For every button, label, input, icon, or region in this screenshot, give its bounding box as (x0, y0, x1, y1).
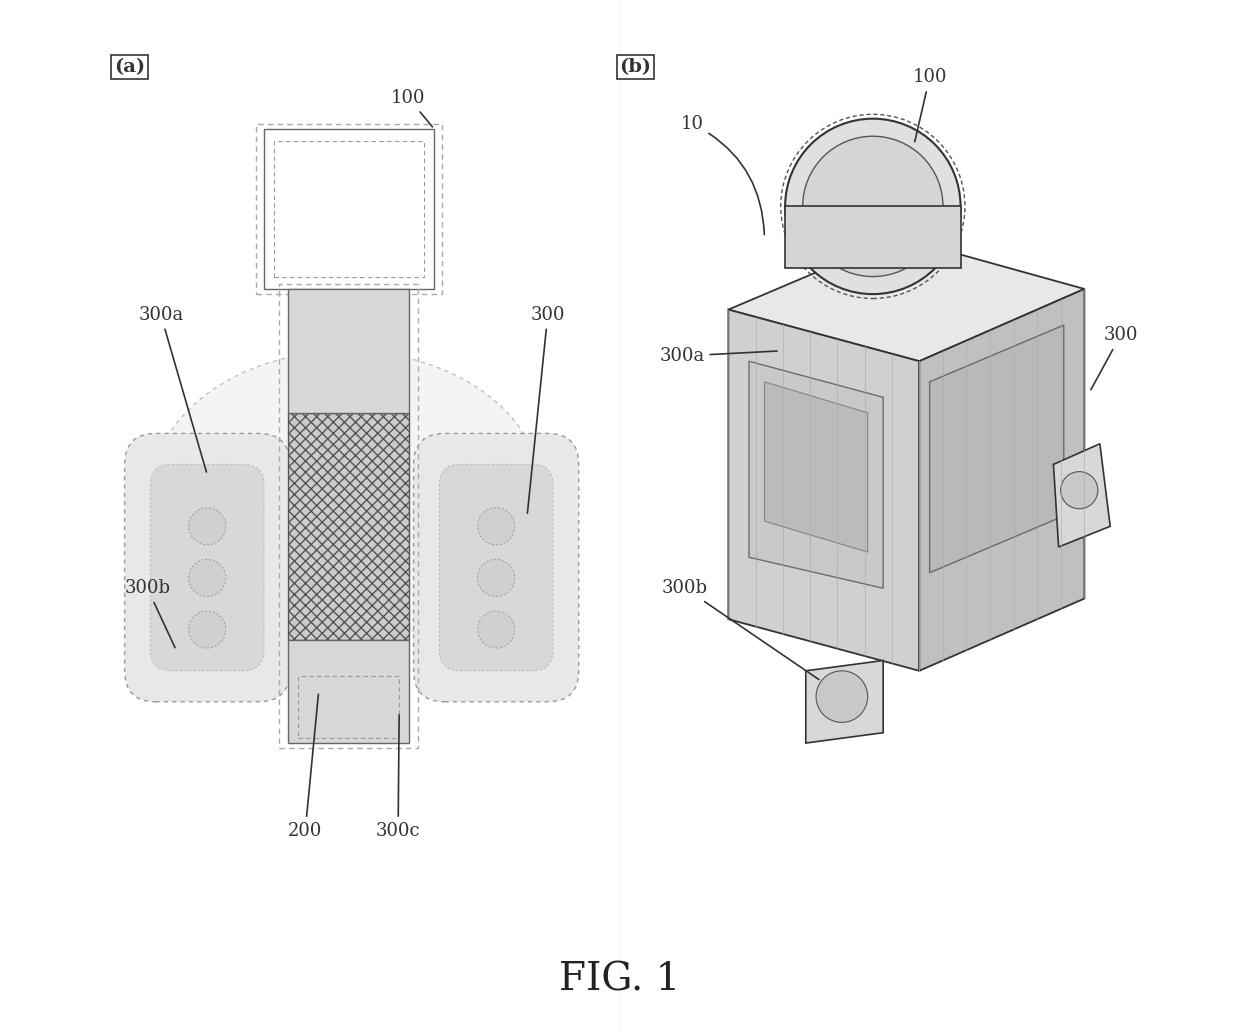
Polygon shape (919, 289, 1085, 671)
Text: (a): (a) (114, 58, 145, 76)
Circle shape (802, 136, 942, 277)
Text: 100: 100 (913, 68, 947, 141)
Circle shape (188, 508, 226, 545)
Polygon shape (728, 310, 919, 671)
Circle shape (1060, 472, 1097, 509)
Ellipse shape (150, 351, 543, 640)
Polygon shape (785, 206, 961, 268)
FancyBboxPatch shape (125, 433, 290, 702)
Circle shape (477, 611, 515, 648)
Text: 200: 200 (288, 695, 322, 840)
FancyBboxPatch shape (439, 464, 553, 671)
Bar (279, 284, 418, 748)
Polygon shape (930, 325, 1064, 573)
Text: (b): (b) (620, 58, 651, 76)
Circle shape (816, 671, 868, 722)
Bar (298, 676, 399, 738)
Text: 300: 300 (1091, 326, 1138, 390)
Bar (274, 141, 424, 277)
Text: 300c: 300c (376, 715, 420, 840)
Polygon shape (765, 382, 868, 552)
Text: 300a: 300a (660, 347, 777, 365)
Bar (288, 289, 409, 413)
Text: 300a: 300a (138, 305, 206, 472)
Circle shape (477, 559, 515, 596)
Polygon shape (806, 660, 883, 743)
Polygon shape (1054, 444, 1110, 547)
Text: FIG. 1: FIG. 1 (559, 962, 681, 999)
Bar (288, 413, 409, 640)
Text: 300b: 300b (662, 579, 818, 679)
Circle shape (188, 559, 226, 596)
Text: 300: 300 (527, 305, 565, 513)
Polygon shape (728, 237, 1085, 361)
Text: 10: 10 (681, 115, 764, 234)
Text: 100: 100 (391, 89, 433, 127)
FancyBboxPatch shape (414, 433, 579, 702)
Circle shape (188, 611, 226, 648)
Text: 300b: 300b (124, 579, 175, 648)
Circle shape (785, 119, 961, 294)
Bar (288, 640, 409, 743)
Polygon shape (749, 361, 883, 588)
Bar (255, 124, 443, 294)
FancyBboxPatch shape (150, 464, 264, 671)
Bar (264, 129, 434, 289)
Circle shape (477, 508, 515, 545)
